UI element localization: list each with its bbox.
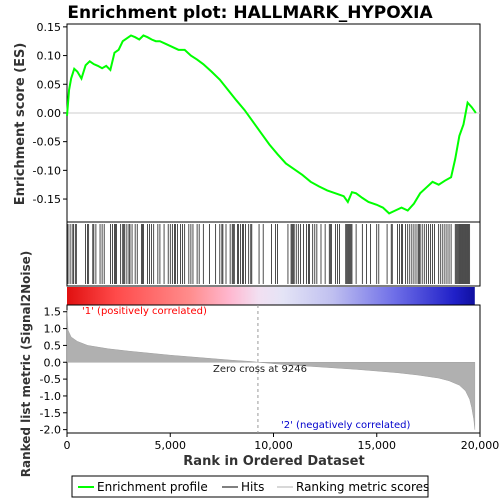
metric-y-tick-label: -0.5 (40, 373, 61, 386)
x-tick-label: 15,000 (358, 439, 397, 452)
rank-color-bar (67, 287, 475, 305)
ranked-metric-panel: 1.5 1.0 0.5 0.0 -0.5 -1.0 -1.5 -2.0 '1' (positi… (40, 304, 481, 437)
es-y-axis-label: Enrichment score (ES) (13, 43, 28, 206)
metric-y-tick-label: 0.0 (44, 356, 62, 369)
x-tick-label: 10,000 (254, 439, 293, 452)
es-y-tick-label: 0.00 (37, 107, 62, 120)
legend: Enrichment profile Hits Ranking metric s… (71, 475, 429, 498)
x-tick-label: 0 (64, 439, 71, 452)
zero-cross-label: Zero cross at 9246 (213, 364, 307, 375)
chart-title: Enrichment plot: HALLMARK_HYPOXIA (67, 3, 433, 23)
metric-y-tick-label: -1.0 (40, 390, 61, 403)
x-axis-label: Rank in Ordered Dataset (183, 454, 364, 469)
legend-label-hits: Hits (241, 480, 264, 494)
metric-y-axis-label: Ranked list metric (Signal2Noise) (19, 251, 33, 478)
hits-panel (66, 221, 481, 287)
es-y-tick-label: -0.10 (33, 164, 61, 177)
metric-y-tick-label: -1.5 (40, 407, 61, 420)
enrichment-profile-line (66, 34, 477, 215)
x-tick-label: 5,000 (155, 439, 187, 452)
negative-correlation-label: '2' (negatively correlated) (281, 420, 410, 431)
legend-label-enrichment: Enrichment profile (97, 480, 208, 494)
metric-y-tick-label: 1.0 (44, 323, 62, 336)
legend-label-metric: Ranking metric scores (296, 480, 429, 494)
es-y-tick-label: -0.05 (33, 136, 61, 149)
x-tick-label: 20,000 (461, 439, 500, 452)
metric-y-tick-label: 1.5 (44, 306, 62, 319)
legend-frame (71, 475, 429, 498)
es-y-tick-label: 0.05 (37, 78, 62, 91)
es-y-tick-label: 0.10 (37, 50, 62, 63)
es-panel-frame (66, 23, 481, 223)
es-y-tick-label: 0.15 (37, 21, 62, 34)
metric-y-tick-label: 0.5 (44, 339, 62, 352)
ranking-metric-area (66, 310, 476, 430)
metric-y-tick-label: -2.0 (40, 424, 61, 437)
positive-correlation-label: '1' (positively correlated) (82, 306, 207, 317)
es-y-tick-label: -0.15 (33, 193, 61, 206)
hits-panel-frame (66, 221, 481, 287)
es-panel: 0.15 0.10 0.05 0.00 -0.05 -0.10 -0.15 (33, 21, 481, 223)
